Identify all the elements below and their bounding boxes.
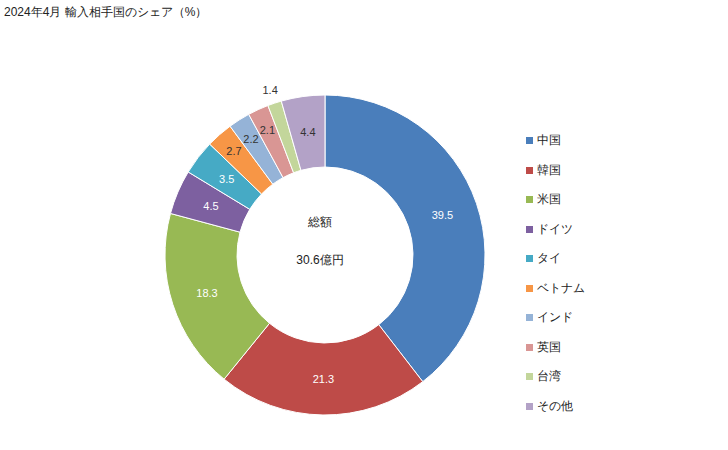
svg-text:18.3: 18.3: [196, 287, 217, 299]
html-text:インド: インド: [537, 310, 573, 325]
html-text:ベトナム: ベトナム: [537, 280, 585, 295]
svg-text:4.4: 4.4: [300, 126, 315, 138]
html-text:英国: 英国: [537, 339, 561, 354]
html-text:タイ: タイ: [537, 251, 561, 266]
svg-text:21.3: 21.3: [313, 373, 334, 385]
html-text:ドイツ: ドイツ: [537, 221, 573, 236]
html-text:韓国: 韓国: [537, 162, 561, 177]
html-text:30.6億円: 30.6億円: [296, 253, 344, 267]
svg-text:2.1: 2.1: [260, 124, 275, 136]
svg-text:2.2: 2.2: [243, 133, 258, 145]
html-text:その他: その他: [537, 398, 573, 413]
html-text:米国: 米国: [537, 192, 561, 207]
svg-text:3.5: 3.5: [219, 173, 234, 185]
svg-text:39.5: 39.5: [432, 209, 453, 221]
svg-text:4.5: 4.5: [203, 200, 218, 212]
html-text:中国: 中国: [537, 133, 561, 148]
html-text:総額: 総額: [308, 215, 332, 229]
html-text:台湾: 台湾: [537, 369, 561, 384]
svg-text:2.7: 2.7: [226, 145, 241, 157]
html-text:2024年4月 輸入相手国のシェア（%）: 2024年4月 輸入相手国のシェア（%）: [4, 5, 208, 19]
svg-text:1.4: 1.4: [262, 84, 277, 96]
